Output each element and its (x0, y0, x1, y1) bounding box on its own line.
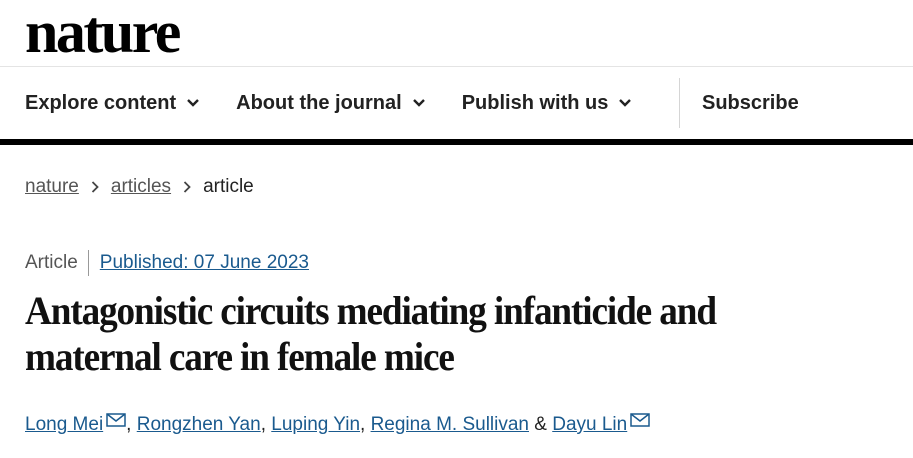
nav-label: Explore content (25, 91, 177, 114)
main-nav: Explore content About the journal Publis… (25, 80, 668, 126)
separator: & (529, 414, 553, 435)
nav-label: About the journal (236, 91, 402, 114)
subscribe-link[interactable]: Subscribe (702, 92, 799, 114)
chevron-right-icon (91, 181, 99, 193)
chevron-down-icon (619, 99, 632, 107)
separator: , (360, 414, 371, 435)
article-title: Antagonistic circuits mediating infantic… (25, 288, 717, 379)
chevron-down-icon (187, 99, 199, 107)
separator: , (126, 414, 137, 435)
author-link[interactable]: Long Mei (25, 414, 104, 435)
separator: , (260, 414, 272, 435)
article-meta: Article Published: 07 June 2023 (25, 250, 309, 276)
nav-publish-with-us[interactable]: Publish with us (462, 92, 633, 115)
nature-logo[interactable]: nature (25, 0, 181, 65)
chevron-right-icon (183, 181, 191, 193)
nav-about-journal[interactable]: About the journal (236, 92, 426, 115)
breadcrumb-current: article (203, 176, 254, 197)
nav-label: Publish with us (461, 91, 609, 114)
author-link[interactable]: Dayu Lin (552, 414, 628, 435)
header-divider (0, 66, 913, 67)
chevron-down-icon (412, 99, 425, 107)
mail-icon[interactable] (106, 413, 126, 427)
nav-divider (679, 78, 680, 128)
mail-icon[interactable] (630, 413, 650, 427)
published-date[interactable]: Published: 07 June 2023 (99, 252, 309, 273)
breadcrumb-articles[interactable]: articles (110, 176, 172, 197)
header-bar (0, 139, 913, 145)
nav-explore-content[interactable]: Explore content (25, 92, 200, 115)
author-list: Long Mei , Rongzhen Yan , Luping Yin , R… (25, 413, 650, 436)
breadcrumb-nature[interactable]: nature (25, 176, 79, 197)
author-link[interactable]: Luping Yin (271, 414, 361, 435)
article-type: Article (25, 250, 89, 276)
breadcrumb: nature articles article (25, 176, 254, 198)
author-link[interactable]: Rongzhen Yan (136, 414, 261, 435)
author-link[interactable]: Regina M. Sullivan (370, 414, 529, 435)
